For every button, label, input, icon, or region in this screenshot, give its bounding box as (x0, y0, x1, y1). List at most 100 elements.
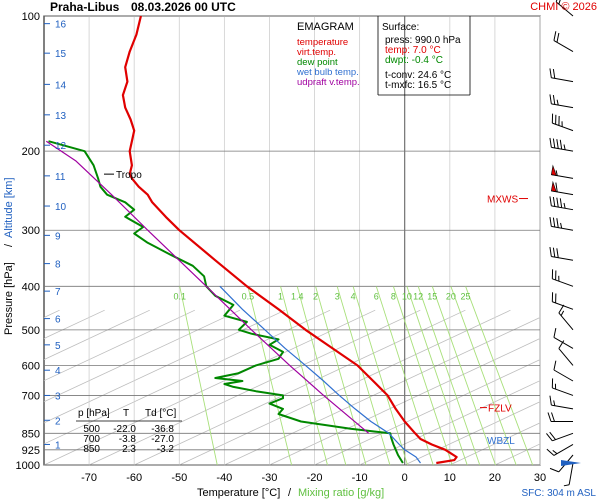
tropopause-label: Tropo (116, 170, 142, 181)
x-tick-label: 0 (402, 472, 408, 484)
altitude-tick-label: 16 (55, 20, 67, 31)
legend-item: virt.temp. (297, 47, 336, 58)
wind-barb (547, 412, 573, 422)
wind-barb (546, 431, 574, 442)
surface-elevation: SFC: 304 m ASL (522, 488, 597, 499)
altitude-tick-label: 4 (55, 366, 61, 377)
table-cell: -27.0 (151, 434, 174, 445)
wind-barb-flag (555, 0, 558, 3)
altitude-tick-label: 1 (55, 440, 61, 451)
adiabat-line (179, 309, 511, 466)
wind-barb (549, 196, 574, 211)
table-cell: -22.0 (113, 424, 136, 435)
wind-barb (555, 0, 574, 17)
wind-barb-flag (546, 448, 555, 456)
surface-wind-arrow (561, 460, 581, 467)
wind-barb-flag (552, 247, 556, 258)
wind-barb-half-flag (563, 144, 566, 150)
mixing-ratio-line (179, 286, 218, 466)
wind-barb (551, 292, 574, 310)
x-tick-label: -50 (171, 472, 187, 484)
wind-barb-half-flag (560, 222, 563, 229)
x-tick-label: -60 (126, 472, 142, 484)
wind-barb-flag (549, 68, 552, 78)
y-tick-label: 850 (22, 428, 40, 440)
mixing-ratio-line (336, 286, 391, 466)
wind-barb-staff (551, 205, 574, 211)
wind-barb (549, 395, 574, 410)
mixing-ratio-label: 3 (335, 291, 340, 301)
x-tick-label: -20 (307, 472, 323, 484)
wind-barb-flag (546, 433, 553, 442)
y-tick-label: 1000 (16, 460, 40, 472)
legend-item: udpraft v.temp. (297, 77, 360, 88)
wind-barb-half-flag (563, 484, 570, 487)
x-tick-label: -70 (81, 472, 97, 484)
mixing-ratio-label: 20 (446, 291, 456, 301)
mixing-ratio-label: 1.4 (291, 291, 304, 301)
mixing-ratio-label: 0.1 (173, 291, 186, 301)
wind-barb (551, 113, 574, 132)
wind-barb-flag (559, 198, 563, 208)
altitude-tick-label: 13 (55, 111, 67, 122)
max-wind-label: MXWS (487, 195, 518, 206)
altitude-tick-label: 6 (55, 315, 61, 326)
legend-item: wet bulb temp. (296, 67, 359, 78)
adiabat-line (43, 309, 241, 403)
series-temperature-line (121, 15, 458, 465)
altitude-tick-label: 11 (55, 172, 66, 183)
wind-barb-flag (549, 196, 552, 206)
series-wet-bulb-temp--line (219, 285, 421, 464)
freezing-level-label: FZLV (488, 404, 512, 415)
mixing-ratio-line (406, 286, 468, 466)
wind-barb-flag (549, 431, 557, 440)
y-axis-separator: / (3, 243, 15, 247)
surface-title: Surface: (382, 22, 419, 33)
wind-barb-half-flag (556, 99, 559, 106)
mixing-ratio-line (375, 286, 434, 466)
wind-barb (558, 340, 574, 366)
wind-barb-flag (553, 31, 557, 41)
wind-barb-flag (552, 68, 556, 79)
x-tick-label: -40 (216, 472, 232, 484)
adiabat-line (43, 309, 376, 466)
y-axis-title-altitude: Altitude [km] (3, 177, 15, 238)
table-header-td: Td [°C] (145, 408, 176, 419)
max-forecast-temperature: t-mxfc: 16.5 °C (385, 80, 451, 91)
altitude-tick-label: 3 (55, 391, 61, 402)
y-tick-label: 100 (22, 11, 40, 23)
wind-barb (553, 360, 574, 382)
mixing-ratio-label: 1 (278, 291, 283, 301)
adiabat-line (43, 309, 331, 445)
wind-barb (550, 180, 574, 196)
wind-barb-staff (552, 432, 574, 442)
legend-item: temperature (297, 37, 348, 48)
x-tick-label: -10 (352, 472, 368, 484)
mixing-ratio-label: 2 (313, 291, 318, 301)
altitude-tick-label: 9 (55, 231, 61, 242)
wind-barb-staff (558, 312, 574, 331)
wind-barb-flag (558, 340, 565, 349)
mixing-ratio-label: 12 (413, 291, 423, 301)
table-cell: -3.2 (157, 444, 175, 455)
mixing-ratio-line (296, 286, 347, 466)
wind-barb-staff (553, 369, 574, 382)
wind-barb-flag (556, 197, 559, 208)
adiabat-line (494, 443, 541, 466)
table-cell: 500 (83, 424, 100, 435)
wind-barb-staff (551, 103, 574, 109)
altitude-tick-label: 15 (55, 49, 67, 60)
wind-barb-staff (553, 40, 574, 52)
wind-barb-half-flag (558, 0, 561, 5)
series-udpraft-v-temp--line (45, 140, 370, 434)
mixing-ratio-line (417, 286, 481, 466)
wind-barb-staff (551, 146, 574, 152)
wind-barb (551, 378, 574, 396)
wind-barb (551, 269, 574, 287)
adiabat-line (88, 309, 421, 466)
series-layer (45, 15, 458, 465)
adiabat-line (43, 309, 150, 360)
wind-barb (549, 247, 574, 261)
wet-bulb-zero-label: WBZL (487, 436, 515, 447)
wind-barb-staff (555, 1, 574, 17)
